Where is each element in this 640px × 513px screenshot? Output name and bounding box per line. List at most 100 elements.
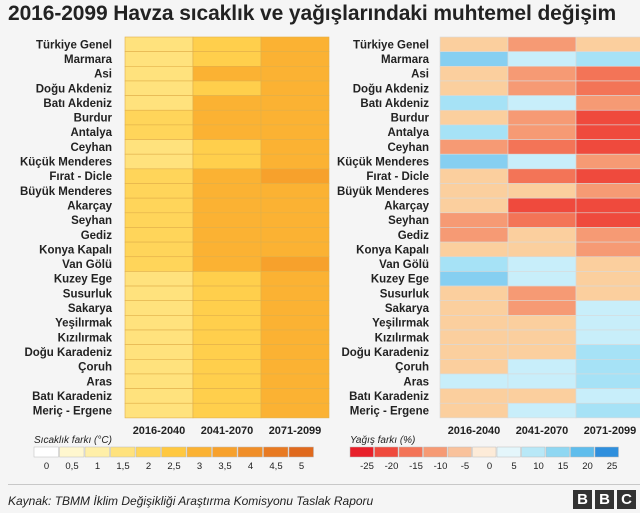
heatmap-cell — [575, 212, 640, 228]
heatmap-cell — [575, 109, 640, 126]
heatmap-cell — [260, 139, 330, 155]
heatmap-cell — [575, 271, 640, 287]
row-label: Kuzey Ege — [54, 274, 112, 286]
row-label: Türkiye Genel — [353, 39, 429, 51]
row-label: Doğu Akdeniz — [353, 83, 429, 95]
heatmap-cell — [124, 36, 194, 52]
heatmap-cell — [124, 241, 194, 258]
heatmap-cell — [124, 344, 194, 360]
legend-tick-label: -20 — [385, 461, 399, 472]
heatmap-cell — [192, 51, 262, 67]
heatmap-cell — [192, 315, 262, 331]
heatmap-cell — [507, 402, 577, 419]
heatmap-cell — [124, 212, 194, 228]
footer-divider — [8, 484, 640, 485]
heatmap-cell — [260, 183, 330, 199]
legend-tick-label: -15 — [409, 461, 423, 472]
heatmap-cell — [575, 256, 640, 272]
legend-swatch — [135, 446, 161, 458]
legend-tick-label: 4,5 — [269, 461, 282, 472]
row-label: Fırat - Dicle — [49, 171, 112, 183]
row-label: Küçük Menderes — [337, 157, 429, 169]
heatmap-cell — [439, 227, 509, 243]
legend-swatch — [398, 446, 423, 458]
legend-tick-label: 3,5 — [218, 461, 231, 472]
heatmap-cell — [260, 51, 330, 67]
legend-swatch — [496, 446, 521, 458]
heatmap-cell — [260, 168, 330, 184]
legend-tick-label: 5 — [299, 461, 304, 472]
heatmap-cell — [124, 300, 194, 316]
heatmap-cell — [575, 183, 640, 199]
heatmap-cell — [575, 373, 640, 389]
heatmap-cell — [507, 183, 577, 199]
legend-tick-label: 15 — [558, 461, 569, 472]
heatmap-cell — [507, 36, 577, 52]
row-label: Çoruh — [78, 362, 112, 374]
heatmap-cell — [439, 212, 509, 228]
column-label: 2041-2070 — [516, 425, 569, 437]
heatmap-cell — [439, 66, 509, 82]
row-label: Marmara — [64, 54, 113, 66]
heatmap-cell — [439, 344, 509, 360]
row-label: Antalya — [70, 127, 112, 139]
legend-tick-label: 0,5 — [65, 461, 78, 472]
heatmap-cell — [439, 80, 509, 96]
legend-tick-label: 2,5 — [167, 461, 180, 472]
row-label: Kızılırmak — [375, 332, 430, 344]
heatmap-cell — [575, 329, 640, 345]
heatmap-cell — [507, 66, 577, 82]
row-label: Aras — [403, 376, 429, 388]
heatmap-cell — [507, 256, 577, 272]
legend-title: Sıcaklık farkı (°C) — [34, 435, 112, 446]
row-label: Batı Karadeniz — [349, 391, 429, 403]
legend-swatch — [237, 446, 263, 458]
heatmap-cell — [192, 80, 262, 96]
heatmap-cell — [260, 285, 330, 301]
row-label: Ceyhan — [70, 142, 112, 154]
heatmap-cell — [439, 109, 509, 126]
legend-tick-label: -25 — [360, 461, 374, 472]
row-label: Kızılırmak — [58, 332, 113, 344]
heatmap-cell — [575, 402, 640, 419]
heatmap-cell — [507, 300, 577, 316]
heatmap-cell — [439, 139, 509, 155]
row-label: Doğu Karadeniz — [24, 347, 112, 359]
heatmap-cell — [192, 124, 262, 140]
source-text: Kaynak: TBMM İklim Değişikliği Araştırma… — [8, 494, 374, 508]
heatmap-cell — [507, 329, 577, 345]
column-label: 2016-2040 — [448, 425, 501, 437]
heatmap-cell — [575, 124, 640, 140]
row-label: Küçük Menderes — [20, 157, 112, 169]
heatmap-cell — [192, 212, 262, 228]
heatmap-cell — [575, 36, 640, 52]
row-label: Doğu Akdeniz — [36, 83, 112, 95]
heatmap-cell — [192, 344, 262, 360]
heatmap-cell — [507, 109, 577, 126]
heatmap-cell — [192, 285, 262, 301]
heatmap-cell — [439, 285, 509, 301]
heatmap-cell — [507, 388, 577, 404]
legend-swatch — [570, 446, 595, 458]
column-label: 2016-2040 — [133, 425, 186, 437]
column-label: 2071-2099 — [269, 425, 322, 437]
row-label: Akarçay — [67, 200, 112, 212]
legend-tick-label: 10 — [533, 461, 544, 472]
heatmap-cell — [507, 373, 577, 389]
legend-swatch — [545, 446, 570, 458]
heatmap-cell — [575, 285, 640, 301]
heatmap-cell — [439, 95, 509, 111]
row-label: Van Gölü — [379, 259, 429, 271]
heatmap-cell — [575, 300, 640, 316]
heatmap-cell — [124, 315, 194, 331]
heatmap-cell — [575, 197, 640, 214]
heatmap-cell — [507, 139, 577, 155]
column-label: 2071-2099 — [584, 425, 637, 437]
row-label: Van Gölü — [62, 259, 112, 271]
legend-swatch — [423, 446, 448, 458]
heatmap-cell — [192, 66, 262, 82]
row-label: Meriç - Ergene — [350, 406, 429, 418]
logo-letter: C — [617, 490, 636, 509]
heatmap-cell — [575, 315, 640, 331]
legend-swatch — [288, 446, 314, 458]
